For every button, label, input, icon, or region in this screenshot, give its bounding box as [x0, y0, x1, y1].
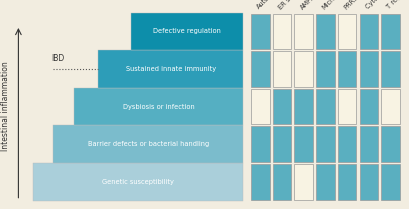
- Bar: [251, 164, 270, 200]
- Bar: [381, 51, 400, 87]
- Bar: [294, 126, 313, 162]
- Bar: [360, 51, 378, 87]
- Bar: [273, 164, 291, 200]
- Bar: [294, 164, 313, 200]
- Text: PRRs: PRRs: [343, 0, 359, 10]
- Bar: [338, 14, 356, 49]
- Text: Autophagy: Autophagy: [256, 0, 286, 10]
- Bar: [381, 14, 400, 49]
- Bar: [251, 14, 270, 49]
- Bar: [316, 51, 335, 87]
- Bar: [273, 89, 291, 124]
- Bar: [273, 51, 291, 87]
- Bar: [360, 89, 378, 124]
- Bar: [316, 89, 335, 124]
- Bar: [74, 88, 243, 125]
- Bar: [316, 126, 335, 162]
- Bar: [33, 163, 243, 201]
- Bar: [294, 89, 313, 124]
- Bar: [131, 13, 243, 50]
- Bar: [294, 14, 313, 49]
- Bar: [251, 51, 270, 87]
- Bar: [360, 164, 378, 200]
- Text: Sustained innate immunity: Sustained innate immunity: [126, 66, 216, 72]
- Text: Genetic susceptibility: Genetic susceptibility: [102, 179, 174, 185]
- Bar: [381, 89, 400, 124]
- Text: Microbiota: Microbiota: [321, 0, 350, 10]
- Bar: [338, 126, 356, 162]
- Text: Cytokine modules: Cytokine modules: [364, 0, 409, 10]
- Bar: [338, 51, 356, 87]
- Bar: [273, 14, 291, 49]
- Text: Defective regulation: Defective regulation: [153, 28, 221, 34]
- Text: ER stress: ER stress: [278, 0, 304, 10]
- Bar: [98, 50, 243, 88]
- Bar: [251, 126, 270, 162]
- Text: AMPs: AMPs: [299, 0, 316, 10]
- Bar: [381, 126, 400, 162]
- Text: T reg cells: T reg cells: [386, 0, 409, 10]
- Bar: [338, 164, 356, 200]
- Bar: [273, 126, 291, 162]
- Text: Barrier defects or bacterial handling: Barrier defects or bacterial handling: [88, 141, 209, 147]
- Bar: [338, 89, 356, 124]
- Text: Intestinal inflammation: Intestinal inflammation: [1, 62, 10, 152]
- Bar: [294, 51, 313, 87]
- Bar: [53, 125, 243, 163]
- Bar: [381, 164, 400, 200]
- Text: IBD: IBD: [51, 54, 64, 63]
- Bar: [360, 14, 378, 49]
- Text: Dysbiosis or infection: Dysbiosis or infection: [123, 104, 194, 110]
- Bar: [360, 126, 378, 162]
- Bar: [251, 89, 270, 124]
- Bar: [316, 14, 335, 49]
- Bar: [316, 164, 335, 200]
